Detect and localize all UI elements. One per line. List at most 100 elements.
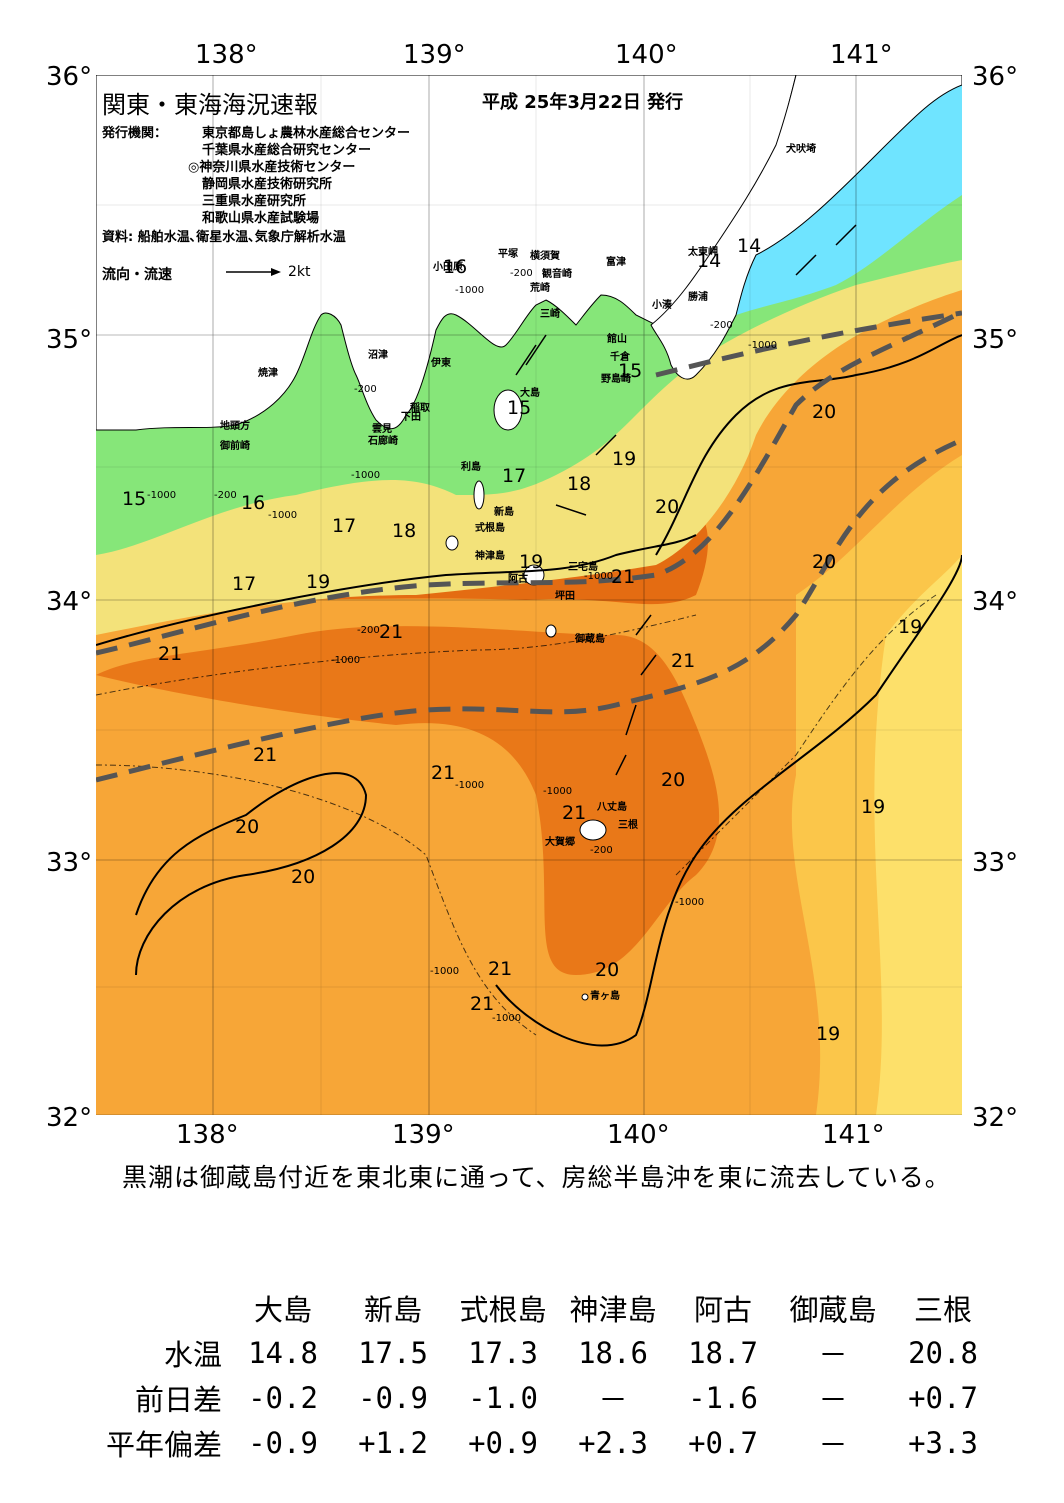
table-row: 水温 14.8 17.5 17.3 18.6 18.7 － 20.8: [92, 1330, 998, 1375]
cell: 18.7: [688, 1335, 758, 1370]
cell: +0.7: [688, 1425, 758, 1460]
table-row: 平年偏差 -0.9 +1.2 +0.9 +2.3 +0.7 － +3.3: [92, 1420, 998, 1465]
place-katsuura: 勝浦: [688, 292, 708, 303]
depth-label: -1000: [748, 340, 778, 351]
depth-label: -1000: [331, 655, 361, 666]
isotherm-20-east: [655, 334, 963, 556]
issuer-6: 和歌山県水産試験場: [202, 211, 320, 226]
kozushima-island: [445, 535, 459, 551]
temp-label: 20: [812, 551, 837, 573]
kuroshio-axis-south: [95, 437, 963, 783]
depth-label: -1000: [492, 1013, 522, 1024]
depth-label: -200: [510, 268, 533, 279]
temp-label: 16: [443, 256, 468, 278]
cell: -0.9: [358, 1380, 428, 1415]
cell: -0.9: [248, 1425, 318, 1460]
lat-label-35-right: 35°: [972, 325, 1019, 355]
temp-label: 21: [158, 643, 183, 665]
legend-arrowhead: [271, 268, 281, 276]
aogashima-island: [581, 993, 589, 1001]
temp-label: 21: [470, 993, 495, 1015]
depth-label: -200: [710, 320, 733, 331]
lat-label-35-left: 35°: [46, 325, 93, 355]
col-ako: 阿古: [693, 1292, 752, 1327]
depth-label: -200: [214, 490, 237, 501]
place-taitomisaki: 太東岬: [688, 247, 718, 258]
row-label-water-temp: 水温: [163, 1337, 222, 1372]
lat-label-36-left: 36°: [46, 62, 93, 92]
hachijojima-island: [579, 819, 607, 841]
place-chikura: 千倉: [610, 352, 630, 363]
temp-label: 19: [519, 551, 544, 573]
place-tateyama: 館山: [607, 334, 627, 345]
issuer-label: 発行機関：: [102, 126, 168, 141]
place-niijima: 新島: [494, 507, 514, 518]
observation-table: 大島 新島 式根島 神津島 阿古 御蔵島 三根 水温 14.8 17.5 17.…: [92, 1285, 998, 1465]
cell: 18.6: [578, 1335, 648, 1370]
cell: +0.7: [908, 1380, 978, 1415]
temp-label: 19: [612, 448, 637, 470]
issuer-5: 三重県水産研究所: [202, 194, 307, 209]
temp-label: 14: [737, 235, 762, 257]
table-header-row: 大島 新島 式根島 神津島 阿古 御蔵島 三根: [92, 1285, 998, 1330]
place-mikurajima: 御蔵島: [575, 634, 605, 645]
col-shikinejima: 式根島: [459, 1292, 547, 1327]
issuer-1: 東京都島しょ農林水産総合センター: [202, 126, 411, 141]
place-numazu: 沼津: [368, 350, 388, 361]
temp-label: 17: [332, 515, 357, 537]
temp-label: 15: [507, 397, 532, 419]
depth-label: -1000: [543, 786, 573, 797]
depth-contours: [95, 594, 937, 1036]
lat-label-33-left: 33°: [46, 848, 93, 878]
place-oshima: 大島: [520, 388, 540, 399]
place-mitsune: 三根: [618, 820, 638, 831]
cell: +1.2: [358, 1425, 428, 1460]
cell: +3.3: [908, 1425, 978, 1460]
temp-label: 21: [431, 762, 456, 784]
place-toshima: 利島: [461, 462, 481, 473]
isotherm-21-main: [95, 534, 697, 646]
temp-label: 19: [898, 616, 923, 638]
place-jitogata: 地頭方: [220, 421, 250, 432]
kuroshio-axis-north: [95, 309, 964, 656]
lat-label-32-right: 32°: [972, 1103, 1019, 1133]
lon-label-141-bottom: 141°: [822, 1120, 885, 1150]
cell: －: [598, 1382, 628, 1417]
kuroshio-axis-upper-east: [655, 310, 963, 378]
temp-label: 15: [618, 360, 643, 382]
data-sources: 資料: 船舶水温､衛星水温､気象庁解析水温: [102, 230, 346, 245]
lon-label-138-top: 138°: [195, 40, 258, 70]
place-ako: 阿古: [508, 574, 528, 585]
place-yaizu: 焼津: [258, 368, 278, 379]
place-yokosuka: 横須賀: [530, 251, 560, 262]
depth-label: -200: [354, 384, 377, 395]
place-shimoda: 下田: [401, 412, 421, 423]
place-ito: 伊東: [431, 358, 451, 369]
lat-label-34-right: 34°: [972, 587, 1019, 617]
depth-label: -1000: [430, 966, 460, 977]
eastern-pale-water: [874, 555, 962, 1115]
fine-grid: [96, 75, 962, 1115]
map-title: 関東・東海海況速報: [102, 91, 318, 119]
temp-label: 20: [812, 401, 837, 423]
col-mitsune: 三根: [913, 1292, 972, 1327]
row-label-day-diff: 前日差: [134, 1382, 222, 1417]
place-irozaki: 石廊崎: [368, 436, 398, 447]
issuer-3: ◎神奈川県水産技術センター: [188, 160, 356, 175]
cell: －: [818, 1382, 848, 1417]
temp-label: 14: [697, 250, 722, 272]
issuer-4: 静岡県水産技術研究所: [202, 177, 333, 192]
lon-label-140-top: 140°: [615, 40, 678, 70]
place-arasaki: 荒崎: [530, 283, 550, 294]
issue-date: 平成 25年3月22日 発行: [482, 92, 684, 113]
place-inatori: 稲取: [410, 403, 430, 414]
sea-temperature-map: [95, 74, 964, 1116]
temp-label: 20: [661, 769, 686, 791]
cell: -0.2: [248, 1380, 318, 1415]
map-canvas: [95, 74, 964, 1116]
summary-body: 黒潮は御蔵島付近を東北東に通って、房総半島沖を東に流去している。: [122, 1163, 951, 1192]
temp-label: 21: [488, 958, 513, 980]
place-kozushima: 神津島: [475, 551, 505, 562]
place-inubozaki: 犬吠埼: [786, 144, 816, 155]
cell: 20.8: [908, 1335, 978, 1370]
